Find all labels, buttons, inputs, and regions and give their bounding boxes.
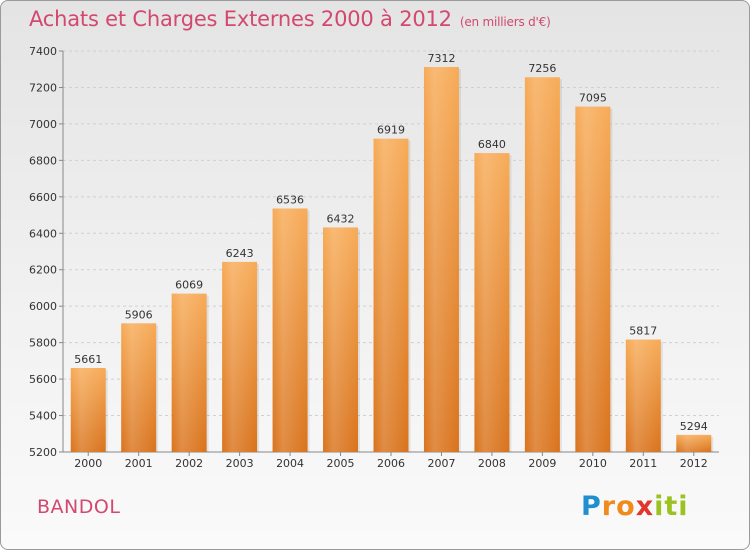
y-tick-label: 6600: [29, 191, 57, 204]
bar-highlight: [423, 67, 459, 452]
value-label-2010: 7095: [579, 92, 607, 105]
value-label-2008: 6840: [478, 138, 506, 151]
bar-highlight: [474, 153, 510, 452]
value-label-2011: 5817: [629, 325, 657, 338]
x-tick-label-2005: 2005: [327, 457, 355, 470]
x-tick-label-2001: 2001: [125, 457, 153, 470]
bar-highlight: [272, 208, 308, 452]
bar-highlight: [524, 77, 560, 452]
x-tick-label-2002: 2002: [175, 457, 203, 470]
value-label-2006: 6919: [377, 124, 405, 137]
chart-title-text: Achats et Charges Externes 2000 à 2012: [29, 7, 452, 31]
bar-highlight: [373, 138, 409, 452]
y-tick-label: 5600: [29, 373, 57, 386]
value-label-2007: 7312: [427, 52, 455, 65]
y-tick-label: 6800: [29, 154, 57, 167]
logo-letter: o: [616, 491, 636, 522]
logo-letter: x: [635, 491, 655, 522]
logo-letter: P: [581, 491, 602, 522]
x-tick-label-2012: 2012: [680, 457, 708, 470]
bar-highlight: [575, 106, 611, 452]
value-label-2009: 7256: [528, 62, 556, 75]
chart-title: Achats et Charges Externes 2000 à 2012 (e…: [29, 7, 551, 31]
y-tick-label: 6400: [29, 227, 57, 240]
value-label-2005: 6432: [327, 212, 355, 225]
value-label-2003: 6243: [226, 247, 254, 260]
city-name: BANDOL: [37, 496, 121, 518]
bar-highlight: [323, 227, 359, 452]
x-tick-label-2006: 2006: [377, 457, 405, 470]
logo-letter: t: [664, 491, 679, 522]
bar-highlight: [625, 339, 661, 452]
x-tick-label-2011: 2011: [629, 457, 657, 470]
logo-letter: i: [678, 491, 689, 522]
x-tick-label-2003: 2003: [226, 457, 254, 470]
y-tick-label: 7400: [29, 45, 57, 58]
x-tick-label-2004: 2004: [276, 457, 304, 470]
bar-highlight: [222, 261, 258, 452]
chart-subtitle: (en milliers d'€): [459, 15, 551, 29]
x-tick-label-2000: 2000: [74, 457, 102, 470]
y-tick-label: 6200: [29, 264, 57, 277]
x-tick-label-2008: 2008: [478, 457, 506, 470]
y-tick-label: 7000: [29, 118, 57, 131]
y-tick-label: 5800: [29, 337, 57, 350]
y-tick-label: 6000: [29, 300, 57, 313]
value-label-2004: 6536: [276, 193, 304, 206]
x-tick-label-2010: 2010: [579, 457, 607, 470]
y-tick-label: 5400: [29, 410, 57, 423]
value-label-2002: 6069: [175, 279, 203, 292]
y-tick-label: 7200: [29, 81, 57, 94]
logo-letter: i: [654, 491, 665, 522]
x-tick-label-2009: 2009: [528, 457, 556, 470]
bar-highlight: [171, 293, 207, 452]
bar-highlight: [676, 434, 712, 452]
bar-highlight: [121, 323, 157, 452]
y-tick-label: 5200: [29, 446, 57, 459]
value-label-2000: 5661: [74, 353, 102, 366]
proxiti-logo[interactable]: Proxiti: [581, 491, 689, 522]
bar-highlight: [70, 367, 106, 452]
value-label-2001: 5906: [125, 308, 153, 321]
value-label-2012: 5294: [680, 420, 708, 433]
logo-letter: r: [601, 491, 617, 522]
x-tick-label-2007: 2007: [427, 457, 455, 470]
